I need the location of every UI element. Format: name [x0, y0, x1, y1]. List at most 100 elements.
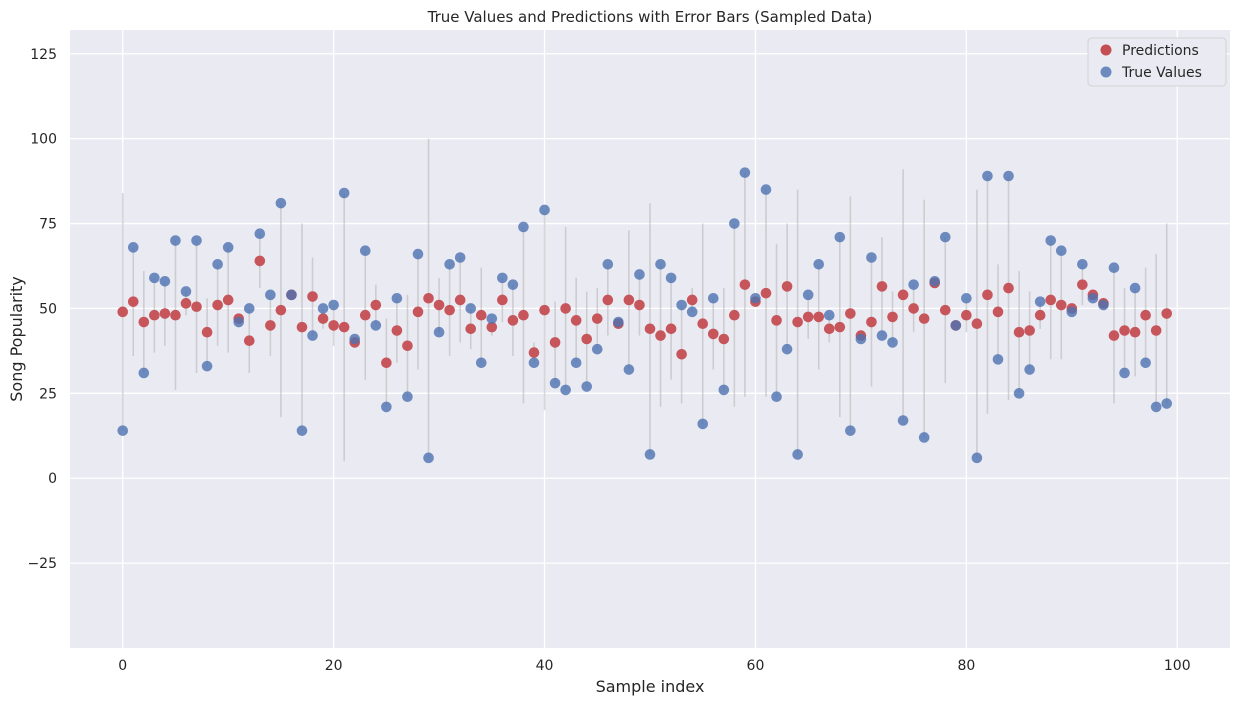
true-value-point: [929, 275, 941, 287]
true-value-point: [623, 364, 635, 375]
true-value-point: [149, 272, 160, 284]
prediction-point: [834, 321, 846, 333]
prediction-point: [876, 281, 888, 292]
prediction-point: [117, 306, 129, 318]
true-value-point: [1087, 292, 1099, 304]
prediction-point: [222, 294, 234, 306]
y-axis-label: Song Popularity: [7, 276, 26, 402]
true-value-point: [1034, 296, 1046, 307]
true-value-point: [665, 272, 677, 284]
prediction-point: [275, 304, 287, 316]
x-tick-label: 20: [325, 658, 343, 674]
true-value-point: [707, 292, 719, 304]
y-tick-label: 75: [39, 217, 57, 233]
true-value-point: [845, 425, 856, 436]
true-value-point: [876, 330, 888, 341]
prediction-point: [602, 294, 614, 306]
true-value-point: [655, 258, 666, 270]
true-value-point: [634, 269, 645, 280]
true-value-point: [296, 425, 308, 436]
y-tick-label: 125: [30, 47, 57, 63]
true-value-point: [1098, 299, 1109, 311]
prediction-point: [1150, 325, 1162, 336]
prediction-point: [212, 299, 223, 311]
true-value-point: [866, 252, 877, 263]
prediction-point: [370, 299, 382, 311]
true-value-point: [1003, 170, 1014, 182]
true-value-point: [433, 326, 445, 338]
prediction-point: [961, 309, 972, 321]
true-value-point: [138, 367, 150, 379]
prediction-point: [1034, 309, 1046, 321]
legend-true-values-label: True Values: [1121, 65, 1202, 81]
prediction-point: [887, 311, 898, 323]
prediction-point: [475, 309, 487, 321]
y-tick-label: 25: [39, 386, 57, 402]
true-value-point: [855, 333, 867, 345]
prediction-point: [549, 337, 561, 348]
true-value-point: [760, 184, 772, 195]
true-value-point: [560, 384, 571, 396]
prediction-point: [1129, 326, 1141, 338]
prediction-point: [939, 304, 951, 316]
prediction-point: [686, 294, 698, 306]
prediction-point: [138, 316, 150, 328]
true-value-point: [939, 231, 951, 243]
prediction-point: [560, 303, 571, 314]
prediction-point: [1161, 308, 1173, 319]
prediction-point: [497, 294, 508, 306]
prediction-point: [507, 315, 519, 326]
true-value-point: [328, 299, 339, 311]
prediction-point: [454, 294, 466, 306]
true-value-point: [1013, 388, 1025, 399]
true-value-point: [497, 272, 508, 284]
prediction-point: [845, 308, 856, 319]
true-value-point: [265, 289, 276, 301]
true-value-point: [581, 381, 593, 392]
prediction-point: [359, 309, 371, 321]
true-value-point: [180, 286, 192, 297]
prediction-point: [1024, 325, 1035, 336]
prediction-point: [792, 316, 803, 328]
true-value-point: [1119, 367, 1130, 379]
true-value-point: [475, 357, 487, 369]
true-value-point: [729, 218, 740, 229]
true-value-point: [613, 316, 624, 328]
x-axis-label: Sample index: [596, 677, 705, 696]
true-value-point: [1066, 306, 1078, 318]
prediction-point: [412, 306, 424, 318]
true-value-point: [718, 384, 730, 396]
true-value-point: [243, 303, 255, 314]
true-value-point: [908, 279, 919, 290]
y-tick-label: 100: [30, 132, 57, 148]
true-value-point: [834, 231, 846, 243]
true-value-point: [591, 343, 603, 355]
prediction-point: [254, 255, 266, 267]
prediction-point: [760, 287, 772, 299]
prediction-point: [971, 318, 983, 330]
true-value-point: [159, 275, 171, 287]
true-value-point: [201, 360, 213, 372]
prediction-point: [718, 333, 730, 345]
prediction-point: [170, 309, 181, 321]
prediction-points: [117, 255, 1173, 369]
true-value-point: [697, 418, 709, 430]
prediction-point: [1119, 325, 1130, 336]
prediction-point: [729, 309, 740, 321]
prediction-point: [338, 321, 350, 333]
true-value-point: [307, 330, 318, 341]
true-value-point: [570, 357, 582, 369]
prediction-point: [676, 348, 687, 360]
prediction-point: [1045, 294, 1057, 306]
true-value-point: [117, 425, 129, 436]
true-value-point: [802, 289, 814, 301]
true-value-point: [792, 449, 803, 460]
true-value-point: [317, 303, 329, 314]
prediction-point: [528, 347, 540, 358]
x-tick-label: 80: [957, 658, 975, 674]
prediction-point: [1055, 299, 1067, 311]
legend-box: [1087, 37, 1227, 87]
prediction-point: [127, 296, 139, 307]
true-value-point: [918, 432, 930, 443]
